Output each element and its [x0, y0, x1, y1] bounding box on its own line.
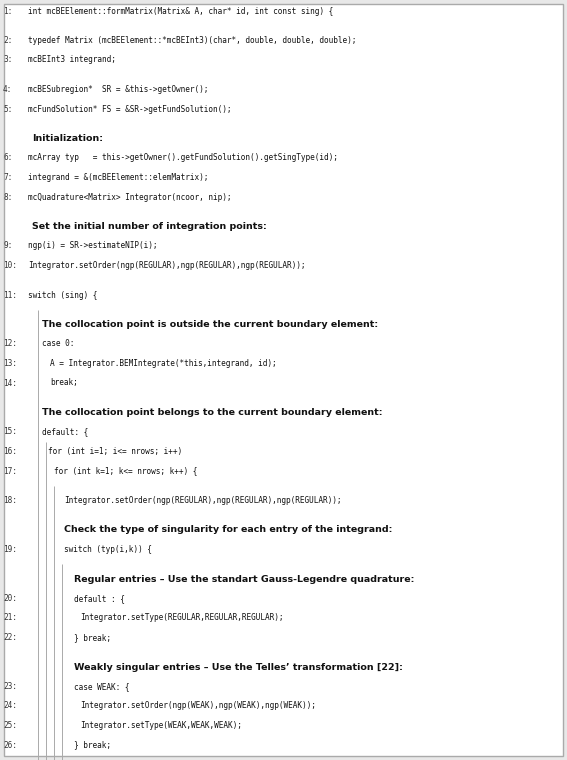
Text: Set the initial number of integration points:: Set the initial number of integration po… — [32, 222, 266, 231]
Text: mcBESubregion*  SR = &this->getOwner();: mcBESubregion* SR = &this->getOwner(); — [28, 85, 209, 94]
Text: 13:: 13: — [3, 359, 17, 368]
Text: ngp(i) = SR->estimateNIP(i);: ngp(i) = SR->estimateNIP(i); — [28, 242, 158, 251]
Text: 2:: 2: — [3, 36, 12, 45]
Text: 25:: 25: — [3, 721, 17, 730]
Text: mcArray typ   = this->getOwner().getFundSolution().getSingType(id);: mcArray typ = this->getOwner().getFundSo… — [28, 154, 338, 163]
Text: 15:: 15: — [3, 427, 17, 436]
FancyBboxPatch shape — [4, 4, 563, 756]
Text: default: {: default: { — [42, 427, 88, 436]
Text: int mcBEElement::formMatrix(Matrix& A, char* id, int const sing) {: int mcBEElement::formMatrix(Matrix& A, c… — [28, 7, 333, 15]
Text: 12:: 12: — [3, 340, 17, 349]
Text: 24:: 24: — [3, 701, 17, 711]
Text: mcBEInt3 integrand;: mcBEInt3 integrand; — [28, 55, 116, 65]
Text: typedef Matrix (mcBEElement::*mcBEInt3)(char*, double, double, double);: typedef Matrix (mcBEElement::*mcBEInt3)(… — [28, 36, 357, 45]
Text: 18:: 18: — [3, 496, 17, 505]
Text: Check the type of singularity for each entry of the integrand:: Check the type of singularity for each e… — [64, 525, 392, 534]
Text: Initialization:: Initialization: — [32, 134, 103, 143]
Text: mcQuadrature<Matrix> Integrator(ncoor, nip);: mcQuadrature<Matrix> Integrator(ncoor, n… — [28, 192, 231, 201]
Text: Integrator.setType(REGULAR,REGULAR,REGULAR);: Integrator.setType(REGULAR,REGULAR,REGUL… — [80, 613, 284, 622]
Text: switch (sing) {: switch (sing) { — [28, 290, 98, 299]
Text: 9:: 9: — [3, 242, 12, 251]
Text: The collocation point belongs to the current boundary element:: The collocation point belongs to the cur… — [42, 408, 383, 417]
Text: switch (typ(i,k)) {: switch (typ(i,k)) { — [64, 545, 152, 554]
Text: 1:: 1: — [3, 7, 12, 15]
Text: case 0:: case 0: — [42, 340, 74, 349]
Text: Weakly singular entries – Use the Telles’ transformation [22]:: Weakly singular entries – Use the Telles… — [74, 663, 403, 672]
Text: } break;: } break; — [74, 633, 111, 642]
Text: 19:: 19: — [3, 545, 17, 554]
Text: Integrator.setOrder(ngp(REGULAR),ngp(REGULAR),ngp(REGULAR));: Integrator.setOrder(ngp(REGULAR),ngp(REG… — [28, 261, 306, 270]
Text: 7:: 7: — [3, 173, 12, 182]
Text: for (int k=1; k<= nrows; k++) {: for (int k=1; k<= nrows; k++) { — [54, 467, 197, 476]
Text: 21:: 21: — [3, 613, 17, 622]
Text: 6:: 6: — [3, 154, 12, 163]
Text: 22:: 22: — [3, 633, 17, 642]
Text: case WEAK: {: case WEAK: { — [74, 682, 129, 691]
Text: 4:: 4: — [3, 85, 12, 94]
Text: 26:: 26: — [3, 740, 17, 749]
Text: 14:: 14: — [3, 378, 17, 388]
Text: for (int i=1; i<= nrows; i++): for (int i=1; i<= nrows; i++) — [48, 447, 182, 456]
Text: 10:: 10: — [3, 261, 17, 270]
Text: 5:: 5: — [3, 105, 12, 113]
Text: 11:: 11: — [3, 290, 17, 299]
Text: Integrator.setOrder(ngp(WEAK),ngp(WEAK),ngp(WEAK));: Integrator.setOrder(ngp(WEAK),ngp(WEAK),… — [80, 701, 316, 711]
Text: 8:: 8: — [3, 192, 12, 201]
Text: } break;: } break; — [74, 740, 111, 749]
Text: The collocation point is outside the current boundary element:: The collocation point is outside the cur… — [42, 320, 378, 329]
Text: Integrator.setOrder(ngp(REGULAR),ngp(REGULAR),ngp(REGULAR));: Integrator.setOrder(ngp(REGULAR),ngp(REG… — [64, 496, 341, 505]
Text: 23:: 23: — [3, 682, 17, 691]
Text: break;: break; — [50, 378, 78, 388]
Text: mcFundSolution* FS = &SR->getFundSolution();: mcFundSolution* FS = &SR->getFundSolutio… — [28, 105, 231, 113]
Text: 17:: 17: — [3, 467, 17, 476]
Text: 20:: 20: — [3, 594, 17, 603]
Text: 3:: 3: — [3, 55, 12, 65]
Text: Integrator.setType(WEAK,WEAK,WEAK);: Integrator.setType(WEAK,WEAK,WEAK); — [80, 721, 242, 730]
Text: default : {: default : { — [74, 594, 125, 603]
Text: 16:: 16: — [3, 447, 17, 456]
Text: integrand = &(mcBEElement::elemMatrix);: integrand = &(mcBEElement::elemMatrix); — [28, 173, 209, 182]
Text: A = Integrator.BEMIntegrate(*this,integrand, id);: A = Integrator.BEMIntegrate(*this,integr… — [50, 359, 277, 368]
Text: Regular entries – Use the standart Gauss-Legendre quadrature:: Regular entries – Use the standart Gauss… — [74, 575, 414, 584]
